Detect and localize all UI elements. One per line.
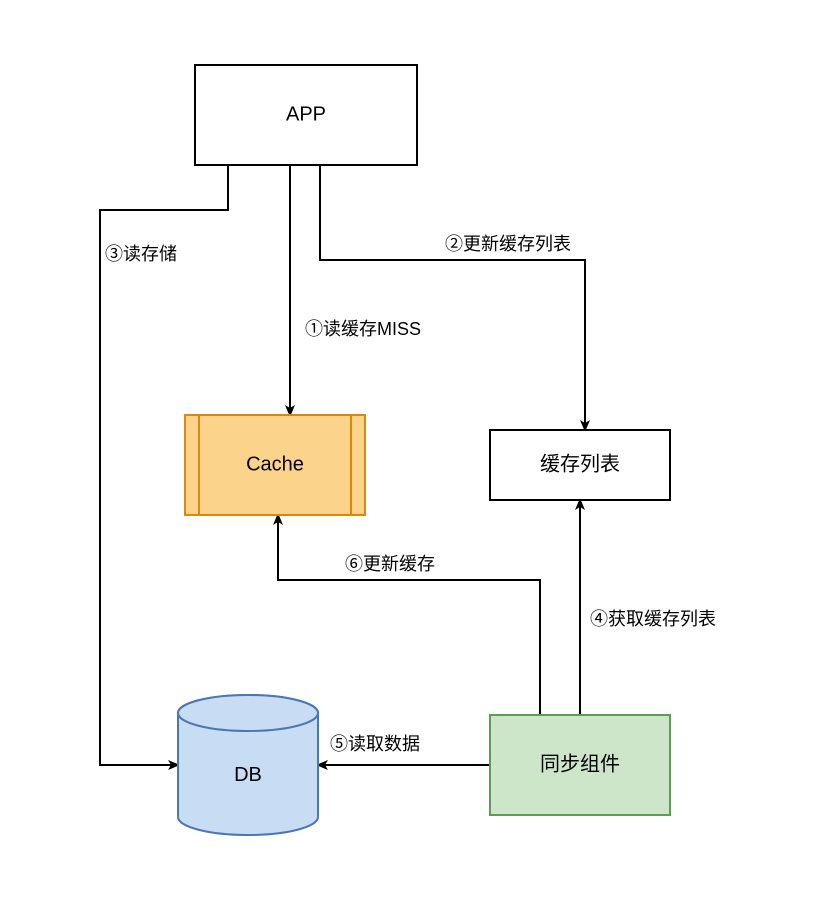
edge-label-e3: ③读存储 <box>105 244 177 264</box>
node-cache: Cache <box>185 415 365 515</box>
edge-label-e2: ②更新缓存列表 <box>445 234 571 254</box>
edge-label-e5: ⑤读取数据 <box>330 734 420 754</box>
node-app: APP <box>195 65 417 165</box>
node-label-app: APP <box>286 103 326 125</box>
node-db: DB <box>178 695 318 835</box>
edge-label-e1: ①读缓存MISS <box>305 319 421 339</box>
node-label-cache: Cache <box>246 453 304 475</box>
node-sync: 同步组件 <box>490 715 670 815</box>
edge-label-e4: ④获取缓存列表 <box>590 609 716 629</box>
edge-e6 <box>278 515 540 715</box>
edge-e2 <box>320 165 585 430</box>
node-label-db: DB <box>234 764 262 786</box>
node-cache_list: 缓存列表 <box>490 430 670 500</box>
node-label-sync: 同步组件 <box>540 752 620 775</box>
diagram-canvas: APP Cache 缓存列表同步组件 DB ①读缓存MISS ②更新缓存列表 ③读存储 ④获… <box>0 0 832 910</box>
node-label-cache_list: 缓存列表 <box>540 452 620 475</box>
edge-label-e6: ⑥更新缓存 <box>345 554 435 574</box>
